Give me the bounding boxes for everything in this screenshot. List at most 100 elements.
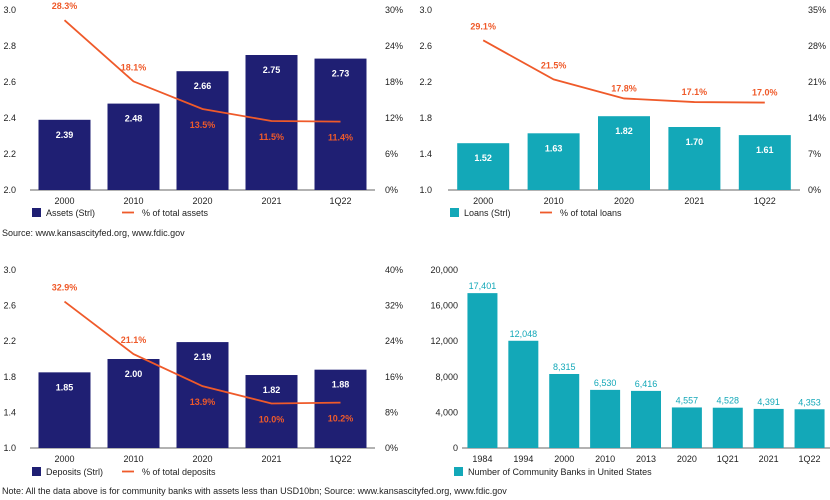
line-data-label: 21.1% [121,335,147,345]
bar [38,372,91,448]
y-tick-label: 3.0 [3,5,16,15]
y2-tick-label: 24% [385,41,403,51]
y-tick-label: 8,000 [435,372,458,382]
line-data-label: 18.1% [121,62,147,72]
footnote: Note: All the data above is for communit… [2,486,507,496]
y-tick-label: 2.6 [3,77,16,87]
y2-tick-label: 16% [385,372,403,382]
y-tick-label: 2.2 [3,149,16,159]
x-tick-label: 2000 [54,454,74,464]
y-tick-label: 16,000 [430,301,458,311]
bar-data-label: 2.66 [194,81,212,91]
y-tick-label: 12,000 [430,336,458,346]
line-data-label: 32.9% [52,283,78,293]
legend-label-line: % of total loans [560,208,622,218]
bar [245,375,298,448]
y2-tick-label: 32% [385,301,403,311]
x-tick-label: 1Q22 [754,196,776,206]
x-tick-label: 1984 [472,454,492,464]
bar [245,55,298,190]
y-tick-label: 0 [453,443,458,453]
line-data-label: 13.9% [190,397,216,407]
bar [549,373,580,448]
line-data-label: 10.0% [259,415,285,425]
bar-data-label: 2.19 [194,352,212,362]
bar [176,342,229,448]
x-tick-label: 2020 [192,196,212,206]
legend-label-bar: Number of Community Banks in United Stat… [468,467,652,477]
bar-data-label: 1.70 [686,137,704,147]
y2-tick-label: 12% [385,113,403,123]
bar [712,407,743,448]
y-tick-label: 2.4 [3,113,16,123]
x-tick-label: 2021 [684,196,704,206]
legend-swatch-bar [454,467,463,476]
y-tick-label: 2.6 [419,41,432,51]
line-data-label: 17.8% [611,83,637,93]
x-tick-label: 1994 [513,454,533,464]
bar [467,293,498,448]
y2-tick-label: 0% [808,185,821,195]
y2-tick-label: 14% [808,113,826,123]
bar [753,408,784,448]
bar-data-label: 2.48 [125,114,143,124]
bar [314,369,367,448]
y2-tick-label: 28% [808,41,826,51]
y2-tick-label: 0% [385,185,398,195]
bar-data-label: 1.63 [545,143,563,153]
bar-data-label: 6,416 [635,379,658,389]
line-data-label: 11.5% [259,132,284,142]
x-tick-label: 2000 [54,196,74,206]
line-data-label: 17.0% [752,88,778,98]
bar-data-label: 1.85 [56,382,74,392]
legend-label-line: % of total deposits [142,467,216,477]
x-tick-label: 1Q22 [329,196,351,206]
y2-tick-label: 24% [385,336,403,346]
x-tick-label: 2021 [261,196,281,206]
bar-data-label: 1.82 [263,385,281,395]
source-note: Source: www.kansascityfed.org, www.fdic.… [2,228,185,238]
y-tick-label: 2.2 [3,336,16,346]
y-tick-label: 3.0 [3,265,16,275]
y-tick-label: 1.0 [3,443,16,453]
bar [794,409,825,448]
x-tick-label: 1Q21 [717,454,739,464]
bar-data-label: 1.88 [332,380,350,390]
y2-tick-label: 8% [385,407,398,417]
line-data-label: 10.2% [328,414,354,424]
x-tick-label: 1Q22 [329,454,351,464]
x-tick-label: 2000 [554,454,574,464]
line-data-label: 28.3% [52,1,78,11]
bar [107,359,160,448]
y2-tick-label: 6% [385,149,398,159]
legend-label-bar: Assets (Strl) [46,208,95,218]
y-tick-label: 20,000 [430,265,458,275]
bar-data-label: 8,315 [553,362,576,372]
y-tick-label: 2.6 [3,301,16,311]
legend-swatch-bar [32,467,41,476]
bar [668,127,721,190]
x-tick-label: 2021 [759,454,779,464]
x-tick-label: 2010 [544,196,564,206]
series-line-assets [63,19,341,123]
y2-tick-label: 7% [808,149,821,159]
y2-tick-label: 21% [808,77,826,87]
y2-tick-label: 0% [385,443,398,453]
bar [527,133,580,190]
bar [508,340,539,448]
bar [671,407,702,448]
y-tick-label: 1.8 [419,113,432,123]
legend-label-bar: Loans (Strl) [464,208,511,218]
bar [107,103,160,190]
bar [38,119,91,190]
bar-data-label: 2.75 [263,65,281,75]
bar-data-label: 2.39 [56,130,74,140]
x-tick-label: 2013 [636,454,656,464]
bar [590,389,621,448]
line-data-label: 13.5% [190,120,216,130]
y-tick-label: 1.4 [419,149,432,159]
series-line-deposits [63,300,341,405]
y2-tick-label: 18% [385,77,403,87]
y-tick-label: 3.0 [419,5,432,15]
